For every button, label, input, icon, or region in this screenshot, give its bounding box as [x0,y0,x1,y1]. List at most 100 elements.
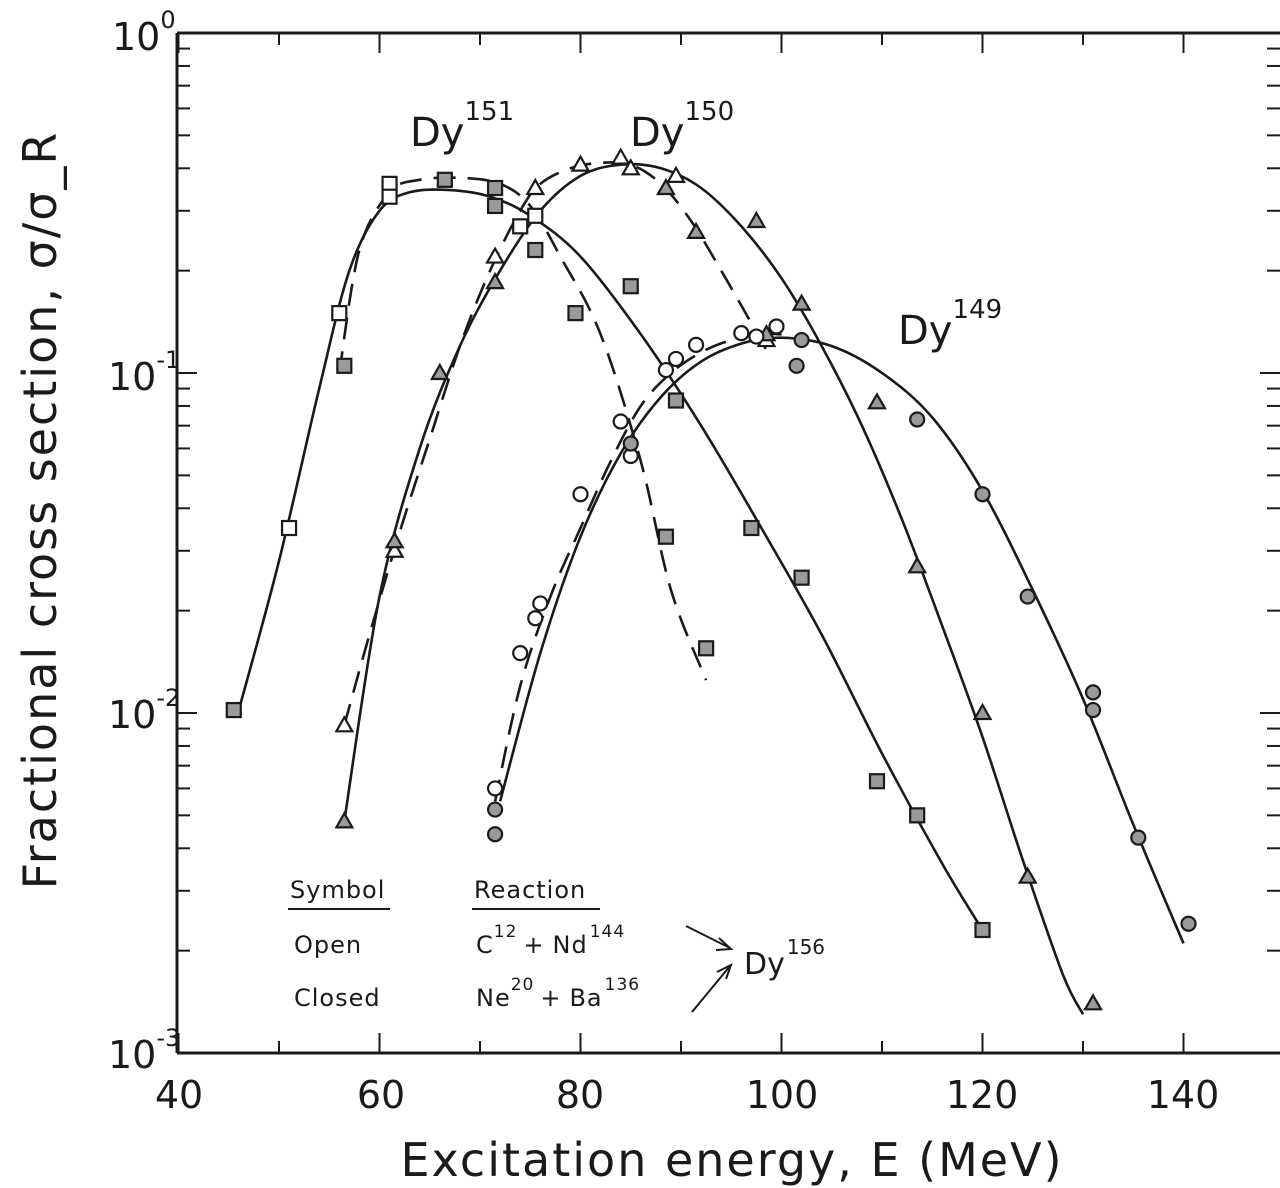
point-dy151-open [331,305,348,322]
data-points [225,147,1197,1011]
point-dy149-open [486,780,504,797]
point-dy151-closed [698,640,715,657]
point-dy149-closed [909,411,926,428]
point-dy150-closed [1017,866,1038,884]
point-dy151-open [512,218,529,235]
label-dy149: Dy149 [898,295,1002,354]
point-dy151-closed [868,773,886,790]
x-tick-label-120: 120 [946,1073,1019,1117]
label-dy151: Dy151 [410,97,514,156]
point-dy149-closed [622,435,639,452]
point-dy151-open [381,188,398,205]
point-dy149-closed [793,331,810,349]
curve-dy149-open [493,332,782,802]
point-dy150-closed [791,293,812,311]
plot-frame [175,31,1280,1055]
label-dy150: Dy150 [630,97,734,156]
point-dy151-open [527,207,544,224]
point-dy151-closed [527,241,544,259]
arrow-icon [685,925,734,951]
point-dy151-closed [667,392,685,409]
point-dy150-closed [686,221,706,240]
point-dy149-open [657,361,675,379]
curves [237,160,1185,1015]
point-dy149-closed [1084,684,1102,701]
point-dy149-closed [974,486,991,503]
point-dy150-closed [867,392,887,410]
point-dy149-closed [486,801,504,818]
point-dy149-open [667,350,685,368]
point-dy149-open [748,328,765,345]
legend-closed: Closed [294,984,381,1012]
point-dy150-open [485,246,505,264]
point-dy150-closed [1083,993,1103,1011]
curve-dy151-open [338,176,708,681]
point-dy149-closed [1130,829,1147,846]
point-dy151-closed [793,569,810,586]
point-dy151-closed [909,807,926,824]
point-dy150-closed [334,811,355,829]
point-dy149-open [733,325,750,342]
point-dy150-closed [972,702,993,721]
x-tick-label-140: 140 [1147,1073,1220,1117]
point-dy150-open [570,154,591,172]
y-tick-label-1: 10-1 [108,346,180,399]
y-axis-label: Fractional cross section, σ/σ_R [13,131,67,890]
x-axis-label: Excitation energy, E (MeV) [400,1133,1063,1187]
legend-product-dy156: Dy 156 [744,935,825,982]
x-tick-label-80: 80 [556,1073,604,1117]
point-dy150-closed [429,362,450,381]
point-dy149-open [612,413,629,430]
point-dy151-closed [486,179,504,197]
point-dy151-closed [436,171,453,188]
point-dy149-closed [486,826,504,843]
legend-reaction-ne20-ba136: Ne20 + Ba 136 [476,975,640,1012]
point-dy149-open [527,610,544,627]
point-dy150-open [384,540,405,558]
curve-dy150-closed [343,162,1085,1015]
x-tick-labels: 40 60 80 100 120 140 [155,1073,1219,1117]
point-dy150-closed [746,210,767,229]
legend-reaction-c12-nd144: C12 + Nd 144 [476,922,625,959]
point-dy149-closed [1019,588,1036,605]
point-dy150-open [334,715,355,733]
point-dy151-closed [657,528,675,545]
point-dy149-open [512,645,529,662]
x-tick-label-60: 60 [357,1073,405,1117]
legend: Symbol Reaction Open Closed C12 + Nd 144 Ne… [288,876,825,1013]
point-dy151-closed [974,921,991,939]
curve-dy149-closed [498,336,1185,944]
point-dy151-closed [743,519,760,537]
point-dy151-closed [622,278,639,295]
curve-dy150-open [343,160,773,726]
legend-reaction-header: Reaction [474,876,586,904]
point-dy150-open [620,158,641,176]
point-dy149-open [532,595,549,612]
axis-ticks [177,33,1280,1054]
point-dy150-closed [485,271,505,290]
y-tick-label-2: 10-2 [108,684,180,737]
y-tick-label-0: 100 [112,6,176,59]
point-dy149-open [687,336,705,353]
point-dy150-closed [656,177,676,196]
point-dy149-closed [1084,701,1102,719]
point-dy149-closed [1180,915,1197,932]
point-dy150-closed [907,556,928,574]
point-dy150-open [525,177,546,196]
point-dy151-open [280,519,298,537]
point-dy151-closed [486,197,504,215]
point-dy150-open [610,147,631,165]
point-dy151-closed [225,701,242,719]
point-dy150-closed [384,531,405,549]
legend-symbol-header: Symbol [290,876,385,904]
y-tick-label-3: 10-3 [108,1024,180,1077]
point-dy151-closed [336,357,353,374]
arrow-icon [691,962,733,1013]
x-tick-label-100: 100 [746,1073,819,1117]
x-tick-label-40: 40 [155,1073,203,1117]
point-dy149-open [768,318,785,335]
point-dy151-closed [567,305,584,322]
legend-open: Open [294,931,362,959]
point-dy150-open [666,165,686,183]
